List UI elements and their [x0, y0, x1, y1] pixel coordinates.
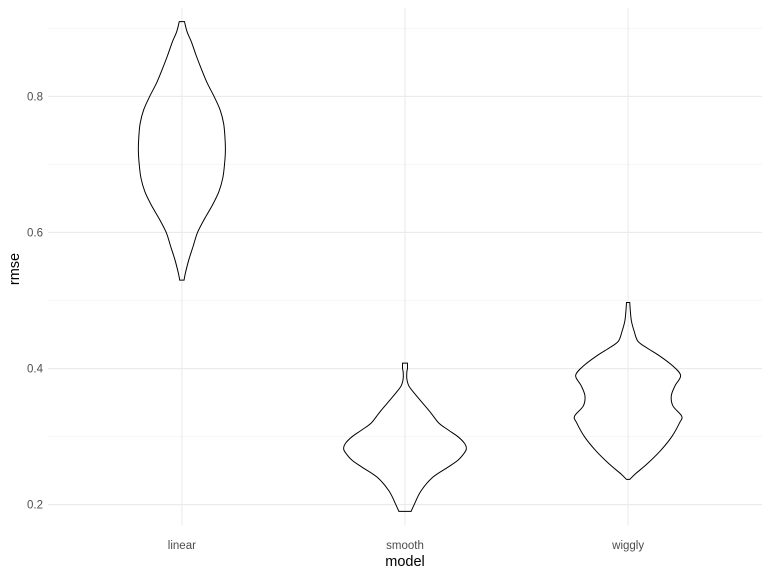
- violin-linear: [137, 21, 226, 281]
- x-tick-label: linear: [168, 540, 196, 552]
- x-axis-ticks: linear smooth wiggly: [168, 540, 645, 552]
- violins: [137, 21, 683, 512]
- violin-smooth: [343, 362, 467, 512]
- violin-wiggly: [573, 302, 683, 480]
- y-tick-label: 0.8: [27, 91, 43, 103]
- y-axis-ticks: 0.2 0.4 0.6 0.8: [27, 91, 44, 511]
- grid: [48, 8, 762, 525]
- x-tick-label: wiggly: [611, 540, 644, 552]
- y-tick-label: 0.4: [27, 364, 44, 376]
- x-axis-title: model: [385, 554, 425, 570]
- y-tick-label: 0.6: [27, 227, 43, 239]
- y-tick-label: 0.2: [27, 500, 43, 512]
- x-tick-label: smooth: [386, 540, 424, 552]
- y-axis-title: rmse: [7, 253, 23, 285]
